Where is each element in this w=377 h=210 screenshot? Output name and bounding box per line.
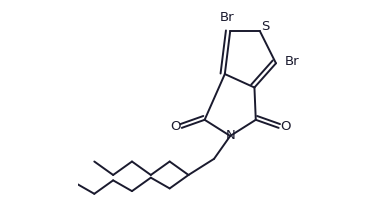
Text: S: S bbox=[261, 20, 270, 33]
Text: O: O bbox=[280, 120, 291, 133]
Text: N: N bbox=[225, 129, 235, 142]
Text: Br: Br bbox=[285, 55, 299, 68]
Text: O: O bbox=[170, 120, 180, 133]
Text: Br: Br bbox=[220, 11, 235, 24]
